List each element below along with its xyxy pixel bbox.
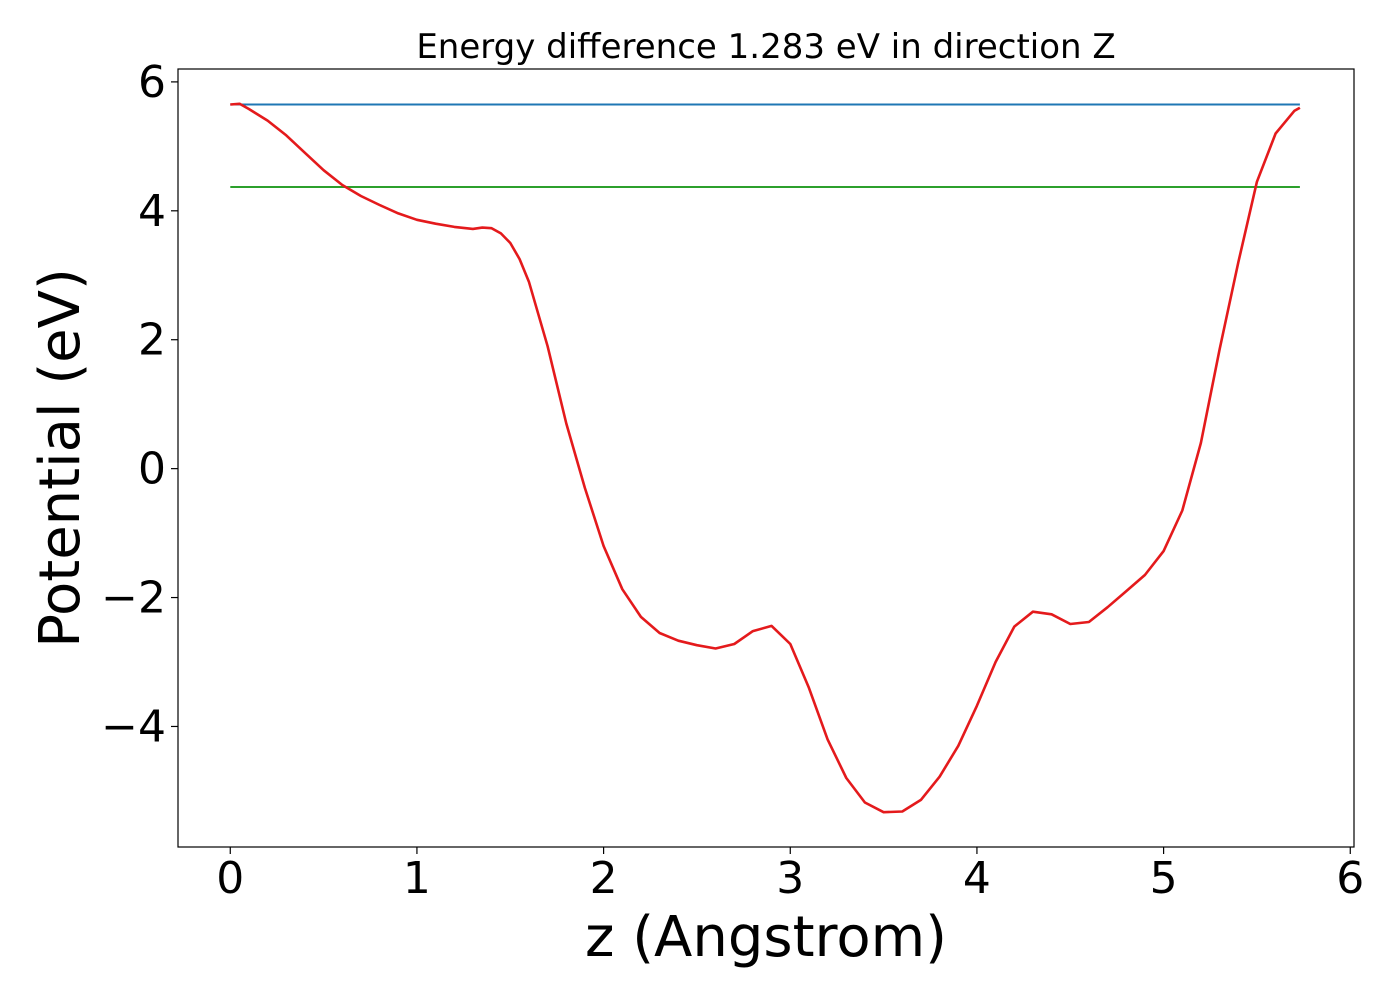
x-tick-label: 6 — [1336, 853, 1364, 904]
x-tick-label: 2 — [590, 853, 618, 904]
x-tick-label: 3 — [776, 853, 804, 904]
x-tick-label: 0 — [216, 853, 244, 904]
x-tick-label: 5 — [1150, 853, 1178, 904]
y-tick-label: 6 — [138, 57, 166, 108]
y-tick-label: 4 — [138, 186, 166, 237]
y-axis: −4 −2 0 2 4 6 — [101, 57, 178, 752]
y-tick-label: −2 — [101, 573, 166, 624]
y-axis-label: Potential (eV) — [28, 268, 93, 648]
plot-frame — [177, 68, 1355, 848]
x-axis-label: z (Angstrom) — [585, 905, 947, 970]
chart-title: Energy difference 1.283 eV in direction … — [416, 27, 1115, 67]
y-tick-label: 0 — [138, 444, 166, 495]
y-tick-label: 2 — [138, 315, 166, 366]
series-line-3 — [230, 102, 1301, 814]
y-tick-label: −4 — [101, 701, 166, 752]
x-axis: 0 1 2 3 4 5 6 — [216, 847, 1364, 904]
x-tick-label: 4 — [963, 853, 991, 904]
x-tick-label: 1 — [403, 853, 431, 904]
plot-area — [230, 102, 1301, 814]
